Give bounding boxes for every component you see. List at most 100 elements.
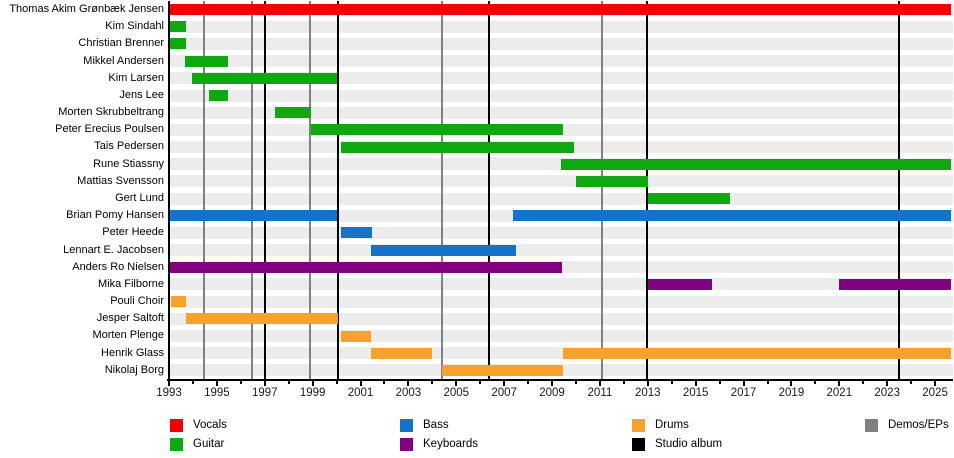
x-axis-minor-tick xyxy=(766,381,769,384)
x-axis-major-tick xyxy=(359,381,362,386)
row-stripe xyxy=(169,175,953,188)
legend-item-vocals: Vocals xyxy=(170,419,310,433)
tenure-bar-drums xyxy=(371,347,432,359)
tenure-bar-bass xyxy=(513,210,951,222)
member-label: Kim Sindahl xyxy=(105,20,164,33)
tenure-bar-guitar xyxy=(274,107,312,119)
x-axis-major-tick xyxy=(215,381,218,386)
x-axis-major-tick xyxy=(168,381,170,386)
member-label: Peter Heede xyxy=(102,226,164,239)
tenure-bar-keyboards xyxy=(170,261,563,273)
row-stripe xyxy=(169,20,953,33)
x-axis-tick-label: 1995 xyxy=(204,387,230,399)
member-label: Nikolaj Borg xyxy=(104,363,164,376)
row-stripe xyxy=(169,330,953,343)
x-axis-minor-tick xyxy=(574,381,577,384)
x-axis-minor-tick xyxy=(814,381,817,384)
legend-label: Drums xyxy=(655,419,689,431)
legend-swatch-drums xyxy=(632,419,645,432)
row-stripe xyxy=(169,72,953,85)
x-axis-tick-label: 2001 xyxy=(347,387,374,399)
x-axis-major-tick xyxy=(742,381,745,386)
member-label: Henrik Glass xyxy=(101,346,164,359)
row-stripe xyxy=(169,37,953,50)
legend-label: Vocals xyxy=(193,419,227,431)
legend-label: Studio album xyxy=(655,438,723,450)
tenure-bar-guitar xyxy=(170,21,187,33)
member-label: Thomas Akim Grønbæk Jensen xyxy=(9,3,164,15)
legend-label: Guitar xyxy=(193,438,225,450)
x-axis-tick-label: 2011 xyxy=(587,387,613,399)
legend-item-demos_eps: Demos/EPs xyxy=(865,419,954,433)
member-label: Morten Skrubbeltrang xyxy=(58,106,164,119)
x-axis-major-tick xyxy=(598,381,601,386)
row-stripe xyxy=(169,226,953,239)
tenure-bar-drums xyxy=(170,296,187,308)
member-label: Morten Plenge xyxy=(92,329,164,342)
tenure-bar-drums xyxy=(185,313,338,325)
x-axis-major-tick xyxy=(263,381,266,386)
member-label: Mattias Svensson xyxy=(77,174,164,187)
x-axis-major-tick xyxy=(455,381,458,386)
x-axis-minor-tick xyxy=(910,381,913,384)
x-axis-major-tick xyxy=(694,381,697,386)
tenure-bar-drums xyxy=(441,364,564,376)
x-axis-minor-tick xyxy=(622,381,625,384)
legend-swatch-bass xyxy=(400,419,413,432)
row-stripe xyxy=(169,55,953,68)
legend-swatch-studio_album xyxy=(632,438,645,451)
legend-item-drums: Drums xyxy=(632,419,772,433)
release-line-demo-ep xyxy=(309,1,312,379)
x-axis-tick-label: 2019 xyxy=(778,387,805,399)
row-stripe xyxy=(169,312,953,325)
release-line-studio-album xyxy=(337,1,340,379)
x-axis-tick-label: 2009 xyxy=(539,387,565,399)
x-axis-tick-label: 2023 xyxy=(874,387,900,399)
row-stripe xyxy=(169,106,953,119)
tenure-bar-guitar xyxy=(648,193,730,205)
release-line-studio-album xyxy=(264,1,267,379)
tenure-bar-guitar xyxy=(192,72,338,84)
member-label: Pouli Choir xyxy=(110,295,164,308)
tenure-bar-guitar xyxy=(184,55,228,67)
tenure-bar-guitar xyxy=(561,158,951,170)
tenure-bar-drums xyxy=(341,330,372,342)
legend-label: Keyboards xyxy=(423,438,478,450)
tenure-bar-guitar xyxy=(310,124,563,136)
x-axis-minor-tick xyxy=(383,381,386,384)
x-axis-minor-tick xyxy=(670,381,673,384)
x-axis-minor-tick xyxy=(287,381,290,384)
x-axis-major-tick xyxy=(790,381,793,386)
tenure-bar-keyboards xyxy=(838,278,951,290)
x-axis-tick-label: 1993 xyxy=(156,387,182,399)
tenure-bar-drums xyxy=(563,347,951,359)
x-axis-tick-label: 2025 xyxy=(922,387,948,399)
x-axis-minor-tick xyxy=(718,381,721,384)
release-line-studio-album xyxy=(898,1,901,379)
row-stripe xyxy=(169,295,953,308)
x-axis-tick-label: 1997 xyxy=(251,387,278,399)
x-axis-tick-label: 1999 xyxy=(299,387,326,399)
member-label: Jesper Saltoft xyxy=(96,312,164,325)
x-axis-line xyxy=(167,379,953,381)
x-axis-minor-tick xyxy=(431,381,434,384)
x-axis-tick-label: 2015 xyxy=(682,387,709,399)
member-label: Jens Lee xyxy=(119,88,164,101)
x-axis-minor-tick xyxy=(479,381,482,384)
member-label: Brian Pomy Hansen xyxy=(66,209,164,222)
member-label: Peter Erecius Poulsen xyxy=(55,123,164,136)
legend-swatch-demos_eps xyxy=(865,419,878,432)
release-line-studio-album xyxy=(487,1,490,379)
member-label: Gert Lund xyxy=(115,191,164,204)
tenure-bar-guitar xyxy=(341,141,574,153)
x-axis-major-tick xyxy=(934,381,937,386)
tenure-bar-vocals xyxy=(170,4,951,16)
x-axis-minor-tick xyxy=(191,381,194,384)
release-line-demo-ep xyxy=(440,1,443,379)
tenure-bar-guitar xyxy=(170,38,187,50)
member-label: Mikkel Andersen xyxy=(83,54,164,67)
x-axis-tick-label: 2003 xyxy=(395,387,422,399)
row-stripe xyxy=(169,89,953,102)
tenure-bar-guitar xyxy=(208,90,228,101)
